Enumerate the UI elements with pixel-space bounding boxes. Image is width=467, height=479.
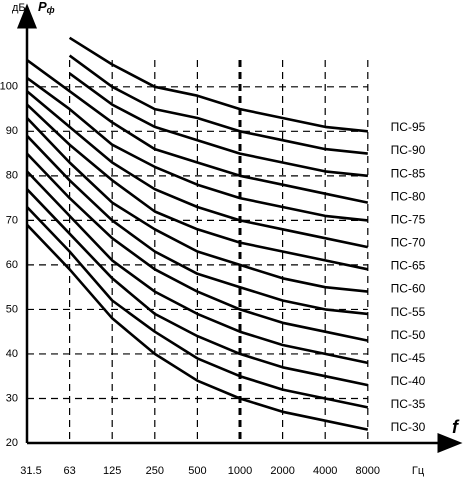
- x-unit: Гц: [412, 465, 425, 477]
- curve: [26, 134, 368, 316]
- curve: [26, 170, 369, 365]
- curve-label: ПС-50: [391, 328, 426, 342]
- curve-label: ПС-55: [391, 305, 426, 319]
- y-tick-label: 90: [6, 125, 18, 137]
- x-tick-label: 31.5: [20, 465, 41, 477]
- curve: [26, 117, 368, 293]
- y-tick-label: 30: [6, 392, 18, 404]
- curve: [26, 59, 369, 204]
- curve-label: ПС-35: [391, 397, 426, 411]
- y-tick-label: 80: [6, 170, 18, 182]
- x-symbol: f: [452, 417, 460, 437]
- x-tick-label: 125: [103, 465, 121, 477]
- y-tick-label: 40: [6, 348, 18, 360]
- curve: [26, 90, 369, 249]
- curve: [68, 36, 368, 133]
- x-tick-label: 250: [146, 465, 164, 477]
- curve-label: ПС-65: [391, 259, 426, 273]
- y-symbol: Pф: [38, 0, 55, 15]
- x-tick-label: 2000: [270, 465, 294, 477]
- curve-label: ПС-40: [391, 374, 426, 388]
- curve: [26, 152, 369, 342]
- y-unit: дБ: [12, 2, 26, 14]
- y-tick-label: 20: [6, 437, 18, 449]
- curve-label: ПС-90: [391, 143, 426, 157]
- curve-label: ПС-95: [391, 120, 426, 134]
- curve-label: ПС-70: [391, 236, 426, 250]
- curve: [26, 103, 369, 271]
- curve: [26, 206, 369, 409]
- curve: [26, 188, 369, 387]
- curve-label: ПС-80: [391, 189, 426, 203]
- curve-label: ПС-60: [391, 282, 426, 296]
- curve: [68, 54, 368, 155]
- x-tick-label: 8000: [356, 465, 380, 477]
- y-symbol-sub: ф: [47, 5, 55, 15]
- x-tick-label: 63: [63, 465, 75, 477]
- curve-label: ПС-45: [391, 351, 426, 365]
- x-tick-label: 4000: [313, 465, 337, 477]
- curve: [68, 72, 368, 178]
- curve: [26, 76, 368, 222]
- x-tick-label: 500: [188, 465, 206, 477]
- y-tick-label: 100: [0, 81, 18, 93]
- curve-label: ПС-30: [391, 420, 426, 434]
- x-tick-label: 1000: [228, 465, 252, 477]
- curve-label: ПС-75: [391, 212, 426, 226]
- y-tick-label: 50: [6, 303, 18, 315]
- y-tick-label: 70: [6, 214, 18, 226]
- curve-label: ПС-85: [391, 166, 426, 180]
- y-tick-label: 60: [6, 259, 18, 271]
- curve: [26, 223, 369, 431]
- y-symbol-main: P: [38, 0, 47, 14]
